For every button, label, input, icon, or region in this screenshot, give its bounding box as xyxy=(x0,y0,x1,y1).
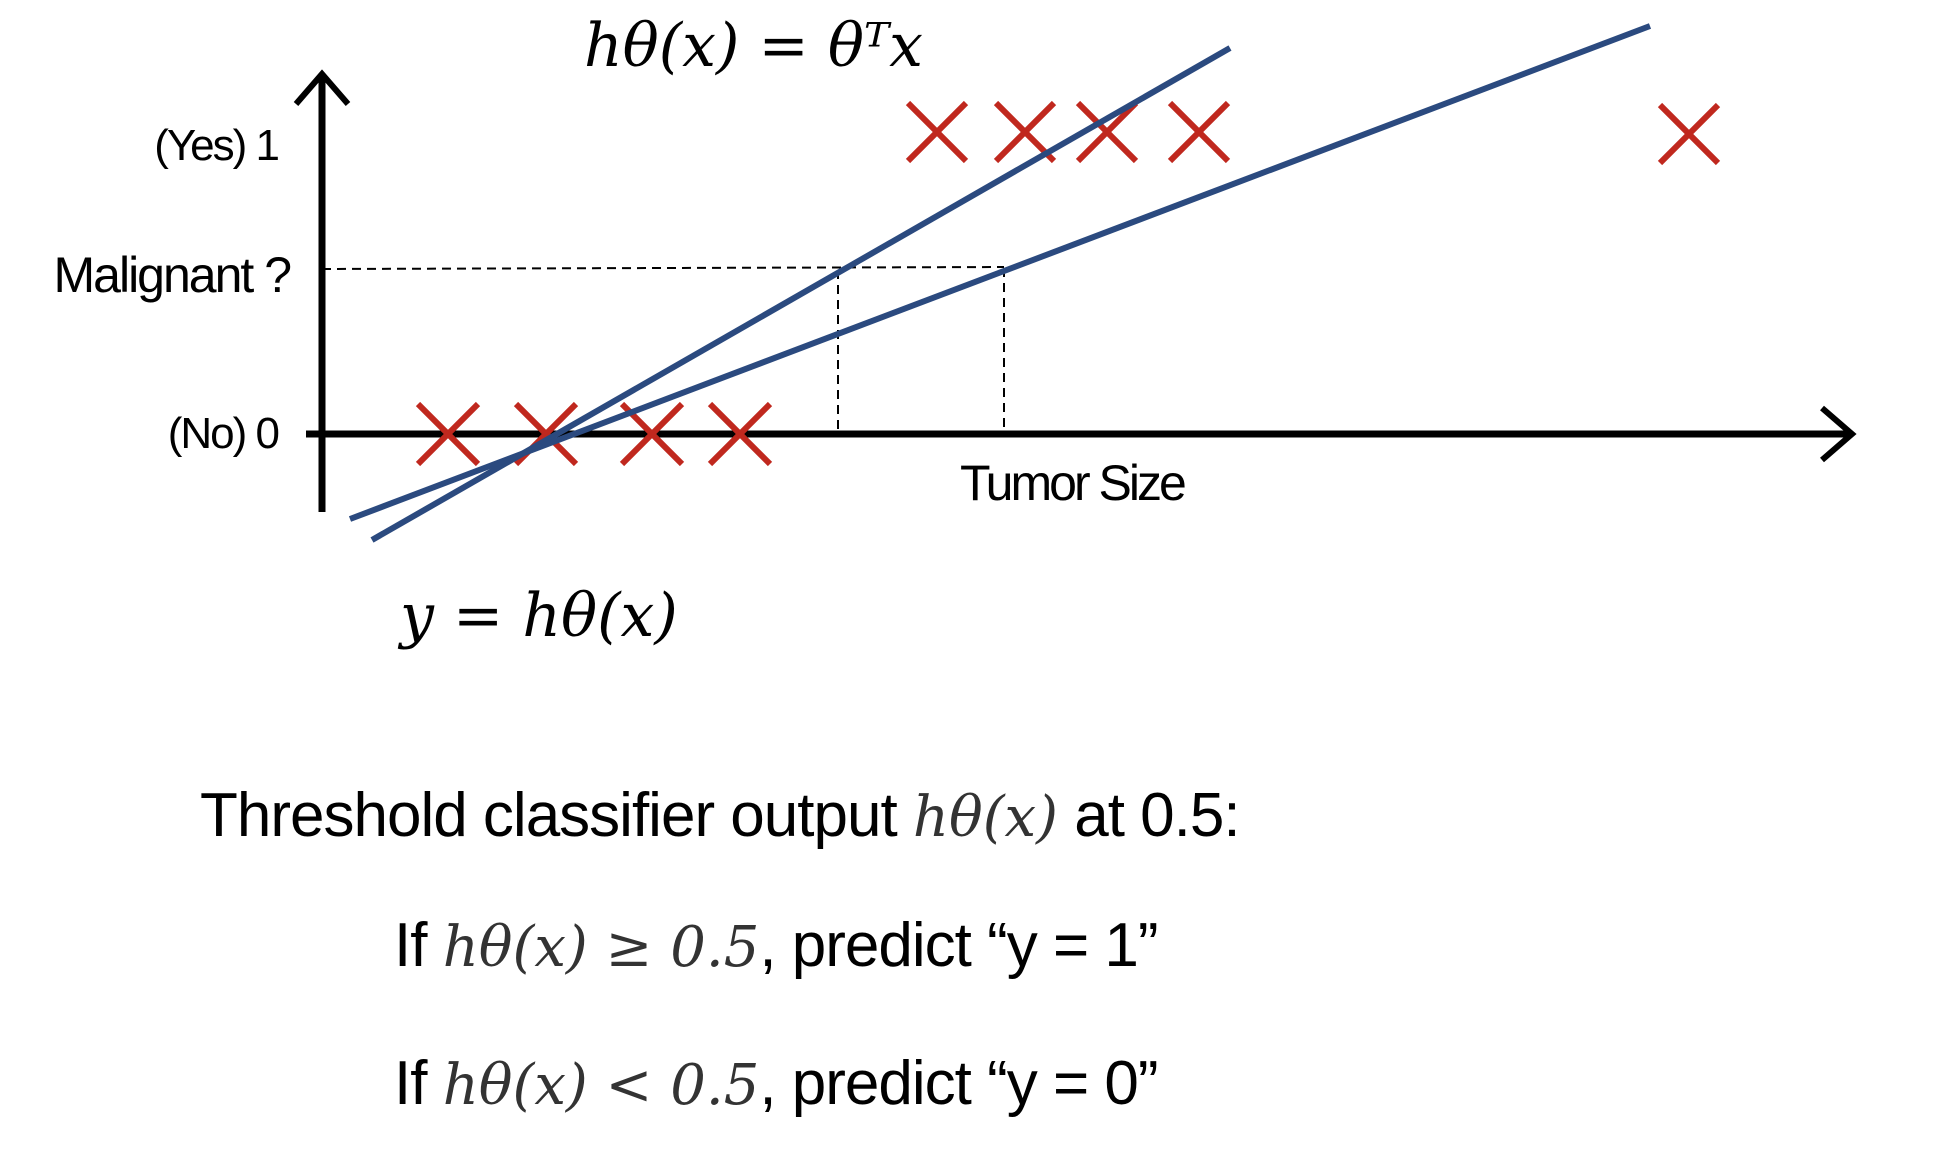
x-axis-label: Tumor Size xyxy=(960,455,1185,511)
hypothesis-formula: hθ(x) = θᵀx xyxy=(584,11,923,81)
positive-examples xyxy=(905,100,1721,166)
heading-prefix: Threshold classifier output xyxy=(200,781,898,850)
tumor-size-plot: (Yes) 1 Malignant ? (No) 0 Tumor Size hθ… xyxy=(54,11,1857,651)
y-tick-malignant: Malignant ? xyxy=(54,247,291,303)
rule2-if: If xyxy=(394,1049,427,1118)
cross-mark xyxy=(1657,102,1721,166)
cross-mark xyxy=(707,401,773,467)
rule1-math: hθ(x) ≥ 0.5 xyxy=(442,915,760,980)
negative-examples xyxy=(415,401,773,467)
fit-formula: y = hθ(x) xyxy=(397,581,678,651)
y-tick-no: (No) 0 xyxy=(168,409,279,458)
cross-mark xyxy=(415,401,481,467)
rule2-math: hθ(x) < 0.5 xyxy=(442,1053,760,1118)
y-tick-yes: (Yes) 1 xyxy=(154,121,278,170)
cross-mark xyxy=(905,100,969,164)
x-axis-arrowhead xyxy=(1820,405,1857,463)
threshold-line xyxy=(321,266,1005,270)
heading-math: hθ(x) xyxy=(912,785,1058,850)
rule1-predict: , predict “y = 1” xyxy=(759,911,1158,980)
threshold-heading: Threshold classifier output hθ(x) at 0.5… xyxy=(200,780,1241,851)
rule-predict-1: If hθ(x) ≥ 0.5, predict “y = 1” xyxy=(394,910,1159,981)
rule1-if: If xyxy=(394,911,427,980)
y-axis-arrowhead xyxy=(293,69,351,106)
shallow-fit-line xyxy=(348,23,1652,522)
cross-mark xyxy=(1075,100,1139,164)
rule2-predict: , predict “y = 0” xyxy=(759,1049,1158,1118)
heading-suffix: at 0.5: xyxy=(1074,781,1240,850)
cross-mark xyxy=(1167,100,1231,164)
rule-predict-0: If hθ(x) < 0.5, predict “y = 0” xyxy=(394,1048,1159,1119)
